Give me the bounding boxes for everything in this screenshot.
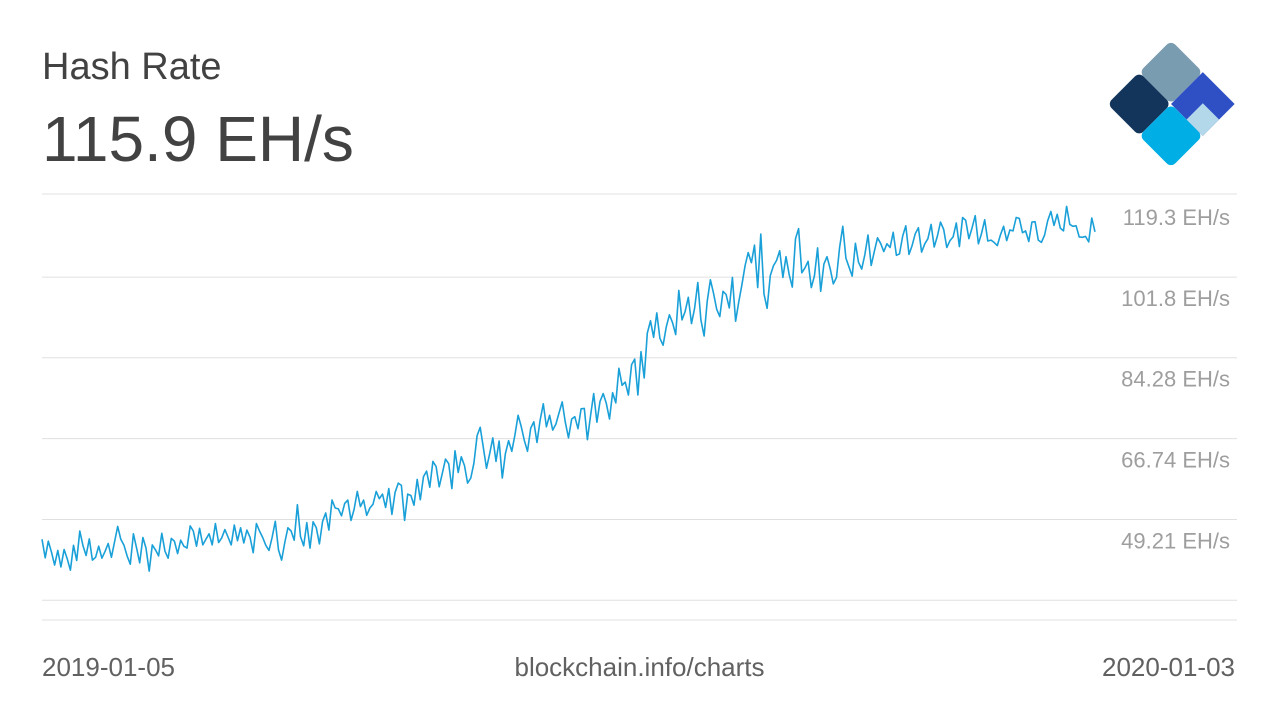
y-tick-label: 101.8 EH/s bbox=[1121, 286, 1230, 311]
y-tick-label: 49.21 EH/s bbox=[1121, 528, 1230, 553]
current-value: 115.9 EH/s bbox=[42, 103, 354, 175]
chart-title: Hash Rate bbox=[42, 46, 222, 88]
logo-tile-bottom bbox=[1141, 106, 1201, 166]
y-tick-label: 119.3 EH/s bbox=[1123, 205, 1230, 230]
end-date-label: 2020-01-03 bbox=[1102, 652, 1235, 682]
blockchain-logo-icon[interactable] bbox=[1107, 40, 1235, 168]
source-label[interactable]: blockchain.info/charts bbox=[514, 652, 765, 682]
y-tick-label: 84.28 EH/s bbox=[1121, 367, 1230, 392]
y-tick-label: 66.74 EH/s bbox=[1121, 447, 1230, 472]
start-date-label: 2019-01-05 bbox=[42, 652, 175, 682]
logo-tile-left bbox=[1109, 74, 1169, 134]
logo-tile-top bbox=[1141, 42, 1201, 102]
hash-rate-series-line bbox=[41, 205, 1096, 572]
